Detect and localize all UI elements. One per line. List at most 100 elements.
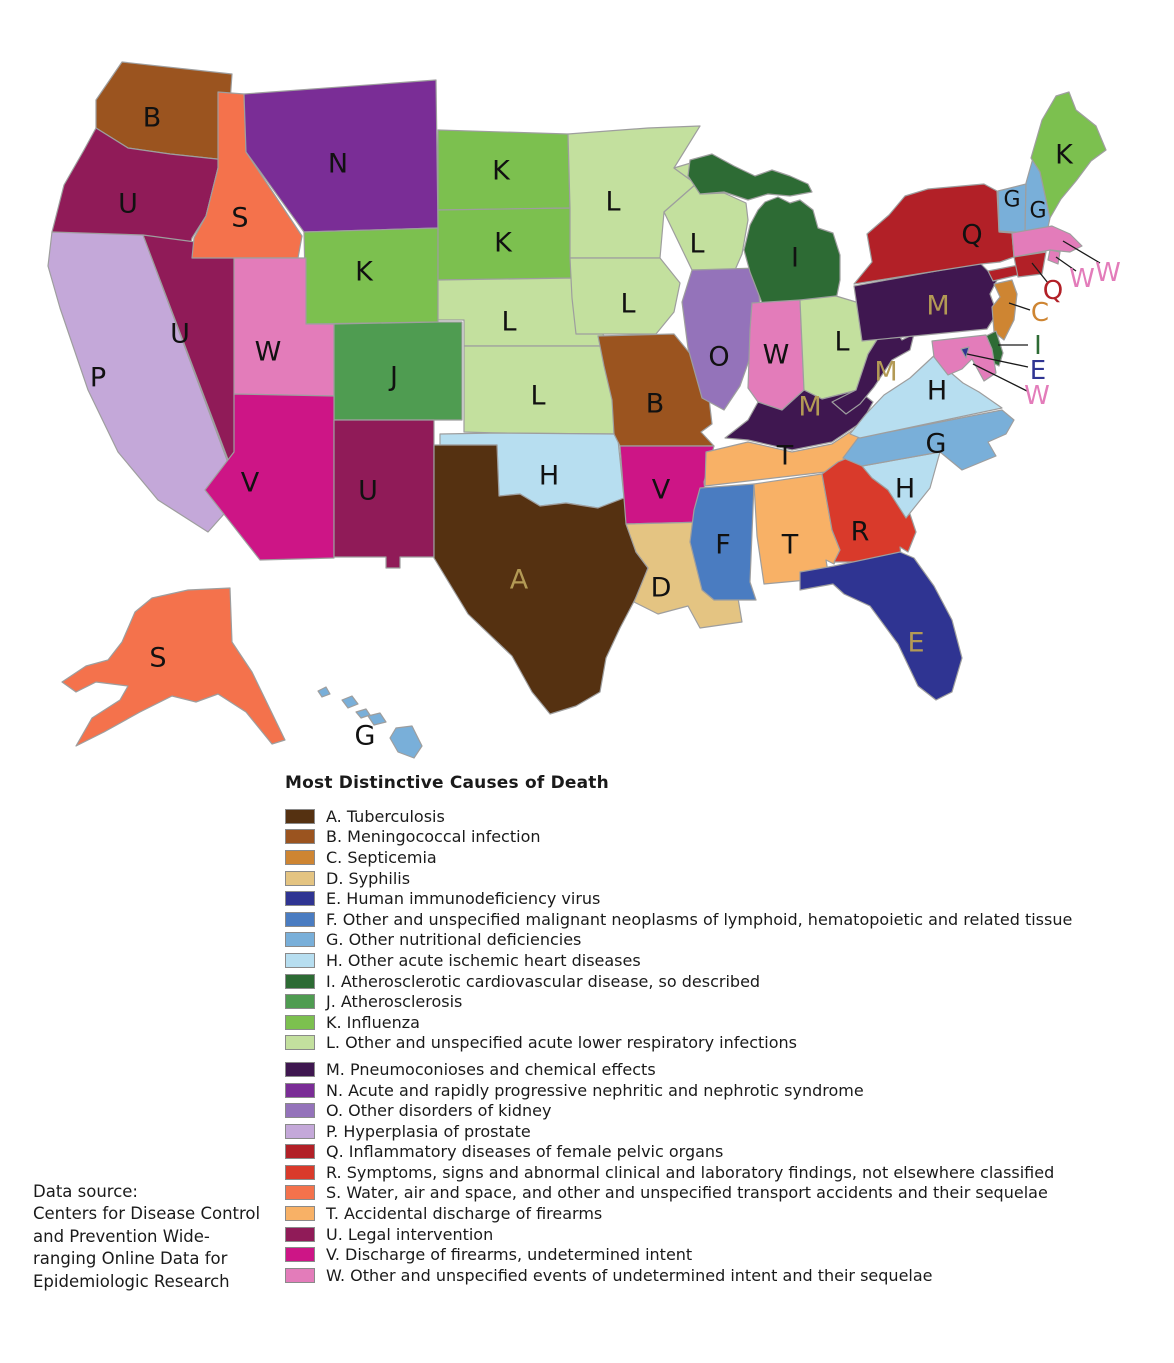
data-source-line: Epidemiologic Research bbox=[33, 1271, 230, 1291]
state-label-AZ: V bbox=[241, 468, 260, 499]
state-CA bbox=[47, 231, 233, 533]
legend-swatch-B bbox=[285, 829, 315, 845]
state-label-OR: U bbox=[118, 189, 138, 220]
legend-item-F: F. Other and unspecified malignant neopl… bbox=[285, 909, 1072, 930]
legend-item-W: W. Other and unspecified events of undet… bbox=[285, 1265, 1072, 1286]
state-label-IN: W bbox=[763, 340, 790, 371]
legend-swatch-I bbox=[285, 973, 315, 989]
legend-swatch-E bbox=[285, 891, 315, 907]
legend-swatch-M bbox=[285, 1061, 315, 1077]
legend-item-B: B. Meningococcal infection bbox=[285, 827, 1072, 848]
legend-item-Q: Q. Inflammatory diseases of female pelvi… bbox=[285, 1142, 1072, 1163]
state-RI bbox=[1047, 249, 1061, 265]
legend-label-H: H. Other acute ischemic heart diseases bbox=[326, 950, 641, 970]
legend-swatch-S bbox=[285, 1185, 315, 1201]
state-MI bbox=[687, 153, 813, 201]
legend-item-J: J. Atherosclerosis bbox=[285, 991, 1072, 1012]
legend-label-O: O. Other disorders of kidney bbox=[326, 1101, 552, 1121]
state-label-TX: A bbox=[510, 565, 529, 596]
state-IA bbox=[569, 257, 681, 335]
legend-swatch-V bbox=[285, 1247, 315, 1263]
callout-line-MD bbox=[972, 363, 1028, 392]
state-label-MS: F bbox=[715, 530, 731, 561]
legend-swatch-D bbox=[285, 870, 315, 886]
state-MA bbox=[1011, 225, 1083, 258]
callout-line-RI bbox=[1055, 256, 1077, 272]
callout-line-CT bbox=[1031, 262, 1049, 284]
state-label-AK: S bbox=[149, 643, 166, 674]
state-label-AL: T bbox=[781, 530, 799, 561]
state-label-FL: E bbox=[907, 628, 924, 659]
legend-item-I: I. Atherosclerotic cardiovascular diseas… bbox=[285, 971, 1072, 992]
legend-label-W: W. Other and unspecified events of undet… bbox=[326, 1265, 933, 1285]
legend-swatch-C bbox=[285, 849, 315, 865]
callout-label-RI: W bbox=[1069, 264, 1095, 294]
state-label-WV: M bbox=[874, 357, 897, 388]
legend-swatch-G bbox=[285, 932, 315, 948]
state-NC bbox=[842, 409, 1015, 471]
legend-label-R: R. Symptoms, signs and abnormal clinical… bbox=[326, 1162, 1055, 1182]
legend-label-D: D. Syphilis bbox=[326, 868, 411, 888]
state-OR bbox=[51, 127, 227, 259]
legend-item-P: P. Hyperplasia of prostate bbox=[285, 1121, 1072, 1142]
legend-swatch-L bbox=[285, 1035, 315, 1051]
state-label-NE: L bbox=[501, 307, 516, 338]
legend-label-G: G. Other nutritional deficiencies bbox=[326, 930, 582, 950]
legend-items: A. Tuberculosis B. Meningococcal infectio… bbox=[285, 806, 1072, 1286]
legend-label-Q: Q. Inflammatory diseases of female pelvi… bbox=[326, 1142, 724, 1162]
callout-label-DE: I bbox=[1034, 331, 1042, 361]
legend-swatch-K bbox=[285, 1014, 315, 1030]
legend-swatch-T bbox=[285, 1206, 315, 1222]
state-DC bbox=[960, 346, 970, 359]
state-label-ID: S bbox=[231, 203, 248, 234]
legend: Most Distinctive Causes of Death A. Tube… bbox=[285, 773, 1072, 1286]
state-label-WY: K bbox=[355, 257, 374, 288]
state-label-OH: L bbox=[834, 327, 849, 358]
data-source-line: Centers for Disease Control bbox=[33, 1204, 261, 1224]
state-label-OK: H bbox=[539, 461, 559, 492]
data-source-line: and Prevention Wide- bbox=[33, 1226, 210, 1246]
legend-swatch-P bbox=[285, 1123, 315, 1139]
legend-item-K: K. Influenza bbox=[285, 1012, 1072, 1033]
state-NY bbox=[853, 183, 1015, 285]
legend-item-H: H. Other acute ischemic heart diseases bbox=[285, 950, 1072, 971]
state-label-ND: K bbox=[492, 156, 511, 187]
state-label-NC: G bbox=[926, 429, 947, 460]
callout-line-NJ bbox=[1008, 302, 1031, 311]
legend-label-B: B. Meningococcal infection bbox=[326, 827, 541, 847]
legend-swatch-N bbox=[285, 1082, 315, 1098]
state-label-CA: P bbox=[90, 363, 106, 394]
legend-label-S: S. Water, air and space, and other and u… bbox=[326, 1183, 1048, 1203]
legend-item-L: L. Other and unspecified acute lower res… bbox=[285, 1033, 1072, 1054]
state-label-MT: N bbox=[328, 149, 348, 180]
legend-label-P: P. Hyperplasia of prostate bbox=[326, 1121, 531, 1141]
state-ME bbox=[1030, 91, 1107, 219]
callout-label-MD: W bbox=[1024, 381, 1050, 411]
legend-swatch-J bbox=[285, 994, 315, 1010]
callout-label-DC: E bbox=[1030, 356, 1046, 386]
legend-item-U: U. Legal intervention bbox=[285, 1224, 1072, 1245]
legend-item-S: S. Water, air and space, and other and u… bbox=[285, 1183, 1072, 1204]
state-label-MN: L bbox=[605, 187, 620, 218]
legend-swatch-H bbox=[285, 952, 315, 968]
state-HI bbox=[367, 712, 387, 726]
state-label-LA: D bbox=[651, 573, 672, 604]
legend-label-E: E. Human immunodeficiency virus bbox=[326, 889, 601, 909]
state-label-UT: W bbox=[255, 337, 282, 368]
legend-swatch-R bbox=[285, 1164, 315, 1180]
callout-line-DC bbox=[966, 353, 1029, 368]
state-CO bbox=[333, 321, 463, 421]
legend-swatch-U bbox=[285, 1226, 315, 1242]
legend-item-N: N. Acute and rapidly progressive nephrit… bbox=[285, 1080, 1072, 1101]
legend-swatch-W bbox=[285, 1267, 315, 1283]
legend-label-A: A. Tuberculosis bbox=[326, 806, 445, 826]
legend-label-U: U. Legal intervention bbox=[326, 1224, 494, 1244]
legend-label-F: F. Other and unspecified malignant neopl… bbox=[326, 909, 1073, 929]
state-HI bbox=[341, 695, 359, 709]
legend-swatch-Q bbox=[285, 1144, 315, 1160]
state-label-SC: H bbox=[895, 474, 915, 505]
legend-swatch-A bbox=[285, 808, 315, 824]
state-label-PA: M bbox=[926, 291, 949, 322]
